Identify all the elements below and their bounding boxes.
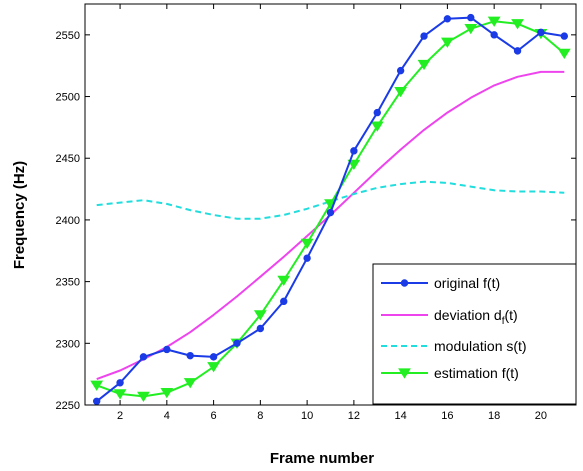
data-point [207, 362, 220, 373]
x-tick-label: 12 [348, 410, 360, 422]
y-tick-label: 2500 [56, 92, 80, 104]
data-point [186, 351, 194, 360]
data-point [160, 388, 174, 399]
legend-marker [400, 279, 409, 287]
y-tick-label: 2350 [56, 277, 80, 289]
y-tick-label: 2250 [56, 400, 80, 412]
data-point [300, 238, 314, 249]
data-point [347, 159, 361, 171]
x-tick-label: 4 [164, 410, 170, 422]
y-tick-label: 2450 [56, 153, 80, 165]
series-4 [90, 16, 571, 402]
data-point [163, 345, 171, 354]
data-point [443, 15, 452, 23]
y-tick-label: 2550 [56, 30, 80, 42]
data-point [560, 32, 569, 40]
x-tick-label: 16 [441, 410, 453, 422]
data-point [256, 324, 265, 333]
data-point [303, 254, 311, 262]
data-point [137, 391, 150, 402]
x-tick-label: 10 [301, 410, 313, 422]
x-tick-label: 2 [117, 410, 123, 422]
data-point [92, 397, 101, 405]
data-point [487, 16, 501, 27]
series-1 [92, 13, 569, 405]
data-point [350, 147, 358, 155]
data-point [417, 59, 431, 71]
data-point [420, 32, 428, 40]
data-point [490, 31, 498, 39]
y-axis-title: Frequency (Hz) [11, 161, 28, 269]
data-point [464, 24, 478, 35]
x-tick-label: 8 [257, 410, 263, 422]
legend-label: estimation f(t) [434, 365, 519, 381]
series-layer [90, 13, 571, 405]
data-point [277, 275, 291, 286]
data-point [209, 353, 218, 361]
data-point [373, 108, 381, 117]
data-point [280, 297, 288, 306]
x-tick-label: 18 [488, 410, 500, 422]
x-axis-title: Frame number [270, 450, 374, 467]
data-point [396, 66, 405, 75]
data-point [370, 121, 384, 132]
x-tick-label: 6 [211, 410, 217, 422]
legend-label: deviation df(t) [434, 307, 518, 327]
legend: original f(t) deviation df(t) modulation s… [372, 263, 577, 405]
data-point [513, 47, 522, 55]
legend-marker [398, 368, 411, 379]
data-point [139, 353, 148, 361]
x-tick-label: 14 [395, 410, 407, 422]
data-point [511, 19, 524, 30]
data-point [537, 28, 545, 37]
y-tick-label: 2300 [56, 338, 80, 350]
data-point [557, 48, 571, 59]
data-point [394, 86, 408, 98]
data-point [441, 37, 454, 48]
plot-frame [84, 3, 577, 406]
data-point [233, 339, 241, 348]
y-tick-label: 2400 [56, 215, 80, 227]
data-point [253, 310, 267, 321]
data-point [467, 13, 475, 22]
data-point [183, 378, 197, 389]
legend-box [372, 263, 577, 405]
legend-label: original f(t) [434, 275, 500, 291]
axes-layer: 2 4 6 8 10 12 14 16 18 20 2250 2300 2350 2400 2450 2500… [56, 3, 577, 422]
data-point [90, 380, 104, 391]
data-point [326, 208, 335, 217]
legend-label: modulation s(t) [434, 338, 527, 354]
x-tick-label: 20 [535, 410, 547, 422]
data-point [113, 389, 127, 400]
data-point [116, 379, 124, 387]
